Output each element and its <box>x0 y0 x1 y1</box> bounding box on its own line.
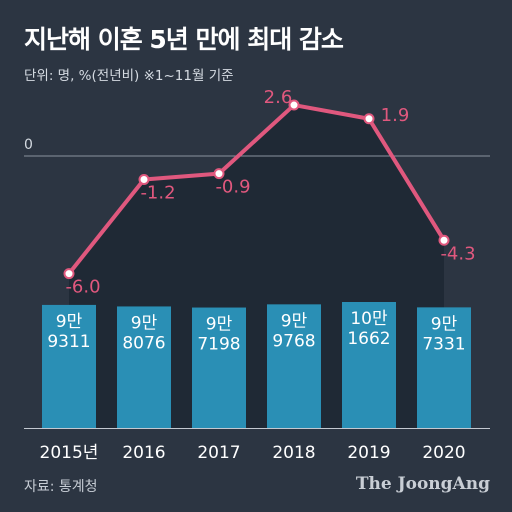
bar <box>342 302 396 428</box>
source-note: 자료: 통계청 <box>24 479 98 495</box>
line-point <box>138 174 150 186</box>
x-tick-label: 2018 <box>272 443 315 463</box>
bar-value-label: 8076 <box>122 333 165 353</box>
bar <box>42 304 96 428</box>
bar <box>192 307 246 428</box>
unit-note: 단위: 명, %(전년비) ※1~11월 기준 <box>24 68 234 84</box>
line-point <box>438 234 450 246</box>
bar-value-label: 9만 <box>281 311 308 331</box>
line-value-label: -0.9 <box>215 177 250 198</box>
x-tick-label: 2019 <box>347 443 390 463</box>
x-tick-label: 2015년 <box>40 443 99 463</box>
line-value-label: 2.6 <box>264 87 293 108</box>
line-point <box>213 168 225 180</box>
x-tick-label: 2020 <box>422 443 465 463</box>
zero-label: 0 <box>24 137 33 153</box>
line-point <box>63 268 75 280</box>
page-title: 지난해 이혼 5년 만에 최대 감소 <box>24 25 344 54</box>
bar-value-label: 9768 <box>272 331 315 351</box>
bar-value-label: 10만 <box>350 309 388 329</box>
bar-value-label: 9311 <box>47 332 90 352</box>
bar-value-label: 9만 <box>56 312 83 332</box>
brand-logo: The JoongAng <box>355 474 490 494</box>
x-tick-label: 2016 <box>122 443 165 463</box>
bar-value-label: 9만 <box>206 315 233 335</box>
bar-value-label: 7198 <box>197 335 240 355</box>
line-value-label: 1.9 <box>381 105 410 126</box>
line-point <box>363 113 375 125</box>
line-series <box>67 103 446 275</box>
bar-value-label: 7331 <box>422 334 465 354</box>
line-value-label: -4.3 <box>440 243 475 264</box>
bar-value-label: 9만 <box>431 314 458 334</box>
bar-value-label: 1662 <box>347 329 390 349</box>
line-value-label: -1.2 <box>140 183 175 204</box>
bar <box>267 304 321 428</box>
bar <box>117 306 171 428</box>
x-tick-label: 2017 <box>197 443 240 463</box>
bar-value-label: 9만 <box>131 313 158 333</box>
line-point <box>288 99 300 111</box>
line-value-label: -6.0 <box>65 277 100 298</box>
bar <box>417 307 471 428</box>
